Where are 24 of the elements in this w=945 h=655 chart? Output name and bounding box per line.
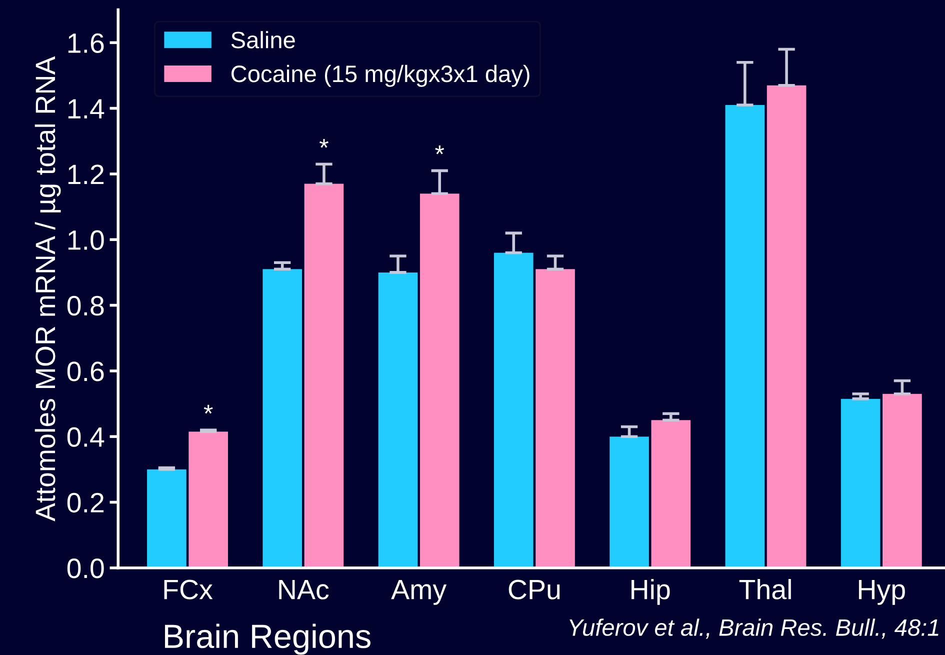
legend-label: Cocaine (15 mg/kgx3x1 day) [231,64,530,87]
y-tick-label: 0.4 [67,427,104,447]
annotation: * [204,404,213,414]
y-tick-label: 0.8 [67,296,104,316]
y-tick-label: 0.2 [67,492,104,513]
annotation: * [435,146,444,154]
y-tick-label: 1.6 [68,33,104,53]
annotation: * [320,138,328,148]
legend-label: Saline [231,31,295,48]
y-tick-label: 0.0 [67,558,104,578]
y-tick-label: 1.2 [68,164,104,184]
y-tick-label: 1.0 [68,230,104,250]
x-tick-label: Hyp [858,580,905,605]
x-tick-label: NAc [279,580,329,600]
y-tick-label: 1.4 [68,99,104,118]
y-tick-label: 0.6 [67,362,104,382]
x-axis-title: Brain Regions [165,624,370,655]
x-tick-label: Thal [739,578,791,600]
x-tick-label: CPu [508,580,560,600]
text: Yuferov et al., Brain Res. Bull., 48:1 [570,618,938,639]
y-axis-title: Attomoles MOR mRNA / µg total RNA [34,56,61,522]
x-tick-label: Amy [391,580,447,605]
x-tick-label: FCx [164,580,213,600]
x-tick-label: Hip [632,578,670,605]
